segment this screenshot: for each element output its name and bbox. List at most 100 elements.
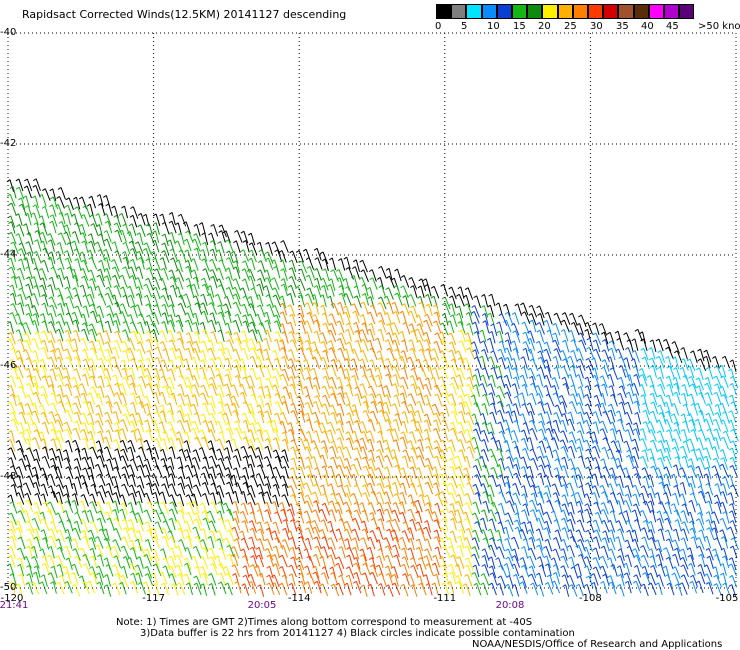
wind-barb (58, 455, 63, 469)
wind-barb-flag (89, 493, 93, 497)
wind-barb (515, 403, 520, 416)
wind-barb-flag (71, 213, 75, 217)
wind-barb (227, 239, 234, 252)
wind-barb-flag (271, 277, 275, 281)
wind-barb-flag (577, 411, 581, 415)
wind-barb-flag (225, 239, 229, 243)
wind-barb (172, 257, 179, 270)
wind-barb (299, 382, 304, 396)
wind-barb (485, 491, 490, 504)
wind-barb-flag (257, 277, 261, 281)
wind-barb-flag (690, 448, 694, 452)
wind-barb (610, 404, 616, 417)
wind-barb-flag (480, 340, 485, 344)
wind-barb-flag (216, 484, 221, 488)
wind-barb (221, 230, 226, 243)
wind-barb (426, 314, 433, 327)
wind-barb-flag (191, 269, 195, 273)
wind-barb (122, 494, 128, 507)
wind-barb (122, 440, 128, 453)
wind-barb (91, 340, 97, 354)
wind-barb (114, 347, 120, 360)
wind-barb-flag (87, 249, 91, 253)
wind-barb-flag (50, 438, 55, 442)
wind-barb-flag (466, 446, 471, 450)
wind-barb-flag (392, 358, 397, 362)
wind-barb-flag (200, 472, 205, 476)
wind-barb (290, 349, 296, 362)
wind-barb-flag (303, 359, 307, 362)
wind-barb (706, 356, 711, 369)
wind-barb (484, 422, 490, 435)
wind-barb-flag (17, 422, 22, 425)
wind-barb-flag (441, 391, 445, 395)
wind-barb-flag (457, 321, 461, 324)
wind-barb (732, 484, 739, 497)
wind-barb (187, 465, 194, 478)
wind-barb-flag (89, 347, 94, 351)
wind-barb (441, 376, 447, 389)
wind-barb (275, 384, 281, 398)
wind-barb (413, 447, 418, 460)
wind-barb-flag (631, 438, 636, 442)
wind-barb-flag (248, 257, 252, 261)
wind-barb-flag (55, 328, 60, 332)
wind-barb (386, 365, 392, 379)
wind-barb-flag (495, 302, 500, 306)
wind-barb (345, 446, 352, 459)
wind-barb (379, 449, 385, 462)
wind-barb-flag (457, 286, 462, 290)
wind-barb-flag (38, 431, 43, 435)
wind-barb (651, 357, 658, 371)
wind-barb-flag (178, 294, 182, 298)
wind-barb-flag (215, 464, 220, 468)
wind-barb-flag (207, 429, 212, 432)
wind-barb (241, 358, 247, 371)
wind-barb-flag (481, 348, 485, 352)
wind-barb (522, 375, 528, 388)
wind-barb-flag (103, 376, 108, 380)
wind-barb (602, 485, 608, 498)
wind-barb-flag (423, 331, 427, 335)
wind-barb-flag (183, 238, 188, 242)
wind-barb (619, 418, 625, 432)
wind-barb-flag (200, 302, 204, 306)
wind-barb (10, 430, 15, 443)
wind-barb-flag (184, 312, 189, 316)
wind-barb (212, 269, 219, 282)
wind-barb (52, 214, 58, 227)
wind-barb (276, 358, 282, 371)
wind-barb (453, 411, 458, 424)
wind-barb-flag (56, 356, 60, 360)
wind-barb (538, 374, 544, 387)
wind-barb-flag (64, 329, 69, 333)
wind-barb (317, 257, 323, 270)
wind-barb-flag (313, 483, 318, 487)
wind-barb-flag (30, 304, 35, 308)
wind-barb (114, 457, 120, 470)
wind-barb (116, 466, 122, 480)
wind-barb (477, 422, 482, 435)
wind-barb-flag (327, 339, 332, 343)
wind-barb-flag (350, 473, 355, 477)
wind-barb (25, 510, 31, 523)
wind-barb (466, 303, 473, 316)
wind-barb-flag (10, 303, 14, 306)
wind-barb-flag (31, 422, 35, 425)
wind-barb (506, 440, 511, 453)
wind-barb (153, 312, 160, 325)
wind-barb-flag (279, 295, 283, 299)
wind-barb-flag (232, 301, 237, 305)
wind-barb-flag (304, 412, 309, 416)
wind-barb (434, 357, 440, 370)
wind-barb-flag (330, 440, 334, 444)
wind-barb-flag (183, 440, 188, 444)
wind-barb (137, 241, 144, 254)
wind-barb-flag (424, 377, 429, 381)
wind-barb-flag (7, 401, 11, 405)
wind-barb (461, 402, 466, 415)
wind-barb (426, 320, 432, 333)
wind-barb (170, 457, 175, 470)
wind-barb (698, 367, 704, 380)
wind-barb-flag (313, 430, 317, 434)
